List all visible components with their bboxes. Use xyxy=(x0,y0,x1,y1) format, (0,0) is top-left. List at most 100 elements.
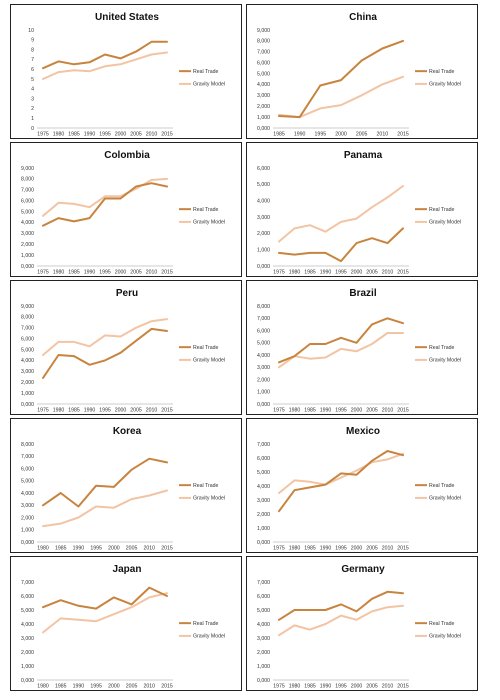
chart-title: Peru xyxy=(116,288,138,299)
series-line-gravity-model xyxy=(42,51,168,80)
series-line-gravity-model xyxy=(278,185,404,243)
chart-title: Colombia xyxy=(104,150,150,161)
x-tick-label: 1975 xyxy=(37,270,49,276)
x-tick-label: 2015 xyxy=(397,684,409,690)
series-line-real-trade xyxy=(42,327,168,379)
legend-label: Gravity Model xyxy=(193,496,225,502)
line-chart: Panama 0,000 1,000 2,000 3,000 4,000 5,000 6,00… xyxy=(257,150,461,276)
series-line-real-trade xyxy=(42,40,168,70)
y-tick-label: 1,000 xyxy=(257,247,270,253)
y-tick-label: 1,000 xyxy=(257,115,270,121)
series-line-real-trade xyxy=(278,39,404,119)
y-tick-label: 5,000 xyxy=(257,608,270,614)
series-line-gravity-model xyxy=(278,75,404,119)
legend-label: Gravity Model xyxy=(429,220,461,226)
x-tick-label: 1990 xyxy=(84,270,96,276)
x-tick-label: 2005 xyxy=(366,270,378,276)
y-tick-label: 4,000 xyxy=(257,622,270,628)
y-tick-label: 2,000 xyxy=(257,650,270,656)
x-tick-label: 1985 xyxy=(55,546,67,552)
y-tick-label: 0,000 xyxy=(21,540,34,546)
legend-label: Gravity Model xyxy=(193,358,225,364)
y-tick-label: 1 xyxy=(31,116,34,122)
y-tick-label: 7,000 xyxy=(21,326,34,332)
y-tick-label: 2,000 xyxy=(257,512,270,518)
y-tick-label: 4,000 xyxy=(21,220,34,226)
y-tick-label: 2,000 xyxy=(21,242,34,248)
series-line-real-trade xyxy=(278,590,404,621)
x-tick-label: 2005 xyxy=(130,408,142,414)
x-tick-label: 2000 xyxy=(115,408,127,414)
chart-title: United States xyxy=(95,12,159,23)
x-tick-label: 2010 xyxy=(382,408,394,414)
y-tick-label: 2 xyxy=(31,106,34,112)
series-line-real-trade xyxy=(42,586,168,610)
chart-panel-panama: Panama 0,000 1,000 2,000 3,000 4,000 5,000 6,00… xyxy=(246,142,478,277)
y-tick-label: 0 xyxy=(31,126,34,132)
x-tick-label: 2015 xyxy=(397,270,409,276)
x-tick-label: 2010 xyxy=(382,546,394,552)
x-tick-label: 1985 xyxy=(273,132,285,138)
series-line-real-trade xyxy=(278,450,404,513)
series-line-gravity-model xyxy=(278,452,404,494)
x-tick-label: 2010 xyxy=(382,684,394,690)
chart-panel-colombia: Colombia 0,000 1,000 2,000 3,000 4,000 5,000 6,… xyxy=(10,142,242,277)
x-tick-label: 2005 xyxy=(366,546,378,552)
y-tick-label: 4,000 xyxy=(21,491,34,497)
x-tick-label: 1995 xyxy=(315,132,327,138)
x-tick-label: 1975 xyxy=(273,408,285,414)
x-tick-label: 2005 xyxy=(366,408,378,414)
y-tick-label: 6,000 xyxy=(21,198,34,204)
line-chart: Peru 0,000 1,000 2,000 3,000 4,000 5,000 6,000 7… xyxy=(21,288,225,414)
x-tick-label: 1980 xyxy=(53,408,65,414)
x-tick-label: 1995 xyxy=(335,408,347,414)
legend-label: Real Trade xyxy=(193,207,218,213)
x-tick-label: 1980 xyxy=(37,684,49,690)
y-tick-label: 5,000 xyxy=(257,182,270,188)
series-line-gravity-model xyxy=(42,592,168,634)
x-tick-label: 1990 xyxy=(84,408,96,414)
x-tick-label: 2005 xyxy=(130,132,142,138)
y-tick-label: 5,000 xyxy=(257,71,270,77)
x-tick-label: 2000 xyxy=(351,684,363,690)
y-tick-label: 0,000 xyxy=(257,402,270,408)
legend-label: Real Trade xyxy=(429,483,454,489)
legend-label: Real Trade xyxy=(429,621,454,627)
line-chart: Japan 0,000 1,000 2,000 3,000 4,000 5,000 6,000… xyxy=(21,564,225,690)
y-tick-label: 0,000 xyxy=(257,678,270,684)
chart-panel-germany: Germany 0,000 1,000 2,000 3,000 4,000 5,000 6,0… xyxy=(246,556,478,691)
chart-panel-japan: Japan 0,000 1,000 2,000 3,000 4,000 5,000 6,000… xyxy=(10,556,242,691)
y-tick-label: 1,000 xyxy=(21,528,34,534)
y-tick-label: 5,000 xyxy=(21,479,34,485)
x-tick-label: 1985 xyxy=(304,408,316,414)
x-tick-label: 2015 xyxy=(161,408,173,414)
legend-label: Gravity Model xyxy=(193,82,225,88)
y-tick-label: 7,000 xyxy=(257,580,270,586)
y-tick-label: 3,000 xyxy=(257,93,270,99)
y-tick-label: 2,000 xyxy=(21,650,34,656)
line-chart: Mexico 0,000 1,000 2,000 3,000 4,000 5,000 6,00… xyxy=(257,426,461,552)
x-tick-label: 1995 xyxy=(335,684,347,690)
y-tick-label: 1,000 xyxy=(257,390,270,396)
y-tick-label: 1,000 xyxy=(257,526,270,532)
y-tick-label: 3,000 xyxy=(257,636,270,642)
y-tick-label: 6,000 xyxy=(21,466,34,472)
y-tick-label: 3,000 xyxy=(21,369,34,375)
x-tick-label: 1980 xyxy=(289,684,301,690)
line-chart: Colombia 0,000 1,000 2,000 3,000 4,000 5,000 6,… xyxy=(21,150,225,276)
x-tick-label: 2005 xyxy=(356,132,368,138)
x-tick-label: 2015 xyxy=(161,132,173,138)
x-tick-label: 1995 xyxy=(335,546,347,552)
x-tick-label: 2000 xyxy=(335,132,347,138)
x-tick-label: 2010 xyxy=(144,546,156,552)
y-tick-label: 1,000 xyxy=(21,664,34,670)
x-tick-label: 2010 xyxy=(377,132,389,138)
chart-title: Brazil xyxy=(349,288,376,299)
y-tick-label: 5,000 xyxy=(21,608,34,614)
x-tick-label: 2015 xyxy=(161,684,173,690)
x-tick-label: 1980 xyxy=(289,546,301,552)
x-tick-label: 2000 xyxy=(351,408,363,414)
y-tick-label: 1,000 xyxy=(21,253,34,259)
legend-label: Real Trade xyxy=(193,483,218,489)
y-tick-label: 7 xyxy=(31,57,34,63)
